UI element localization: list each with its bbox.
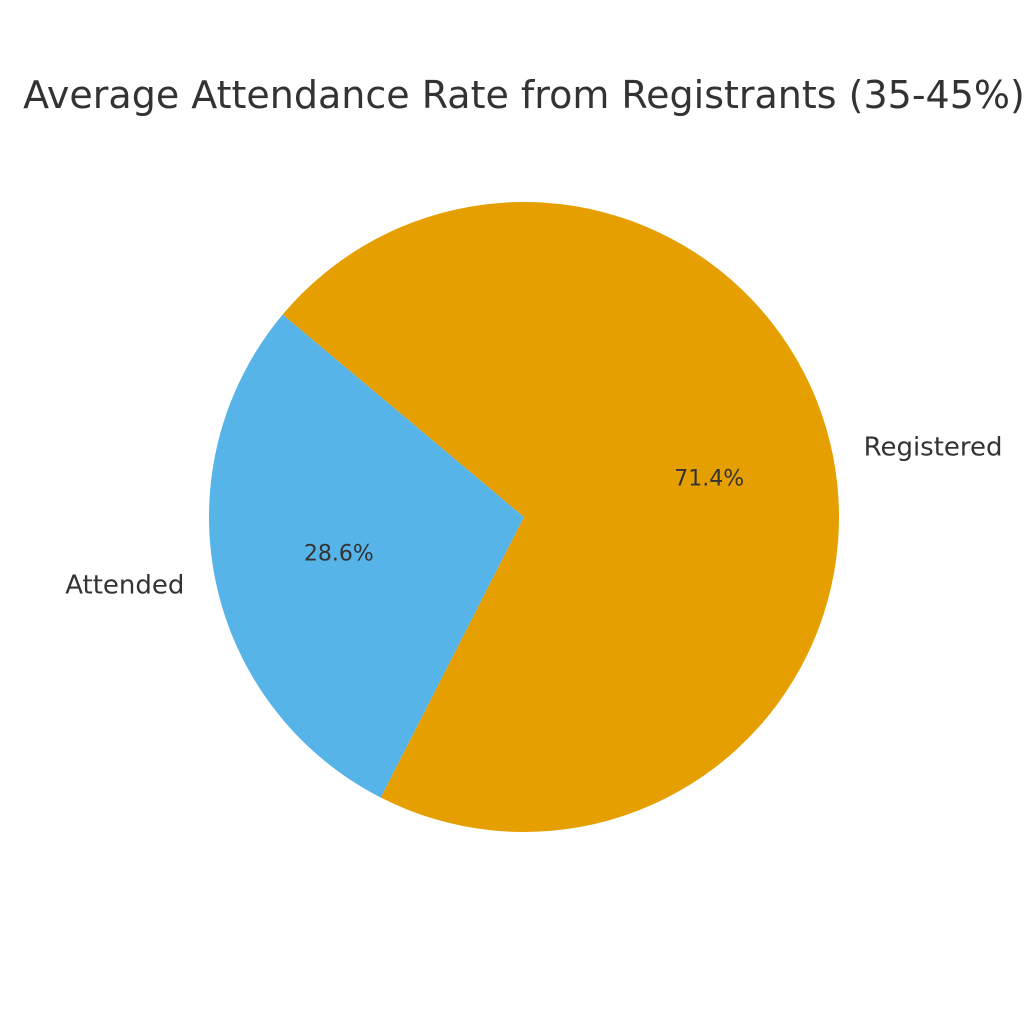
pie-slice-registered	[282, 202, 839, 833]
slice-label-registered: Registered	[864, 433, 1003, 463]
slice-percent-attended: 28.6%	[304, 542, 374, 567]
pie-labels: Attended 28.6% Registered 71.4%	[65, 433, 1002, 601]
pie-slice-attended	[209, 314, 524, 798]
slice-percent-registered: 71.4%	[674, 466, 744, 491]
chart-title: Average Attendance Rate from Registrants…	[23, 73, 1024, 117]
slice-label-attended: Attended	[65, 570, 184, 600]
pie-slices	[209, 202, 839, 833]
